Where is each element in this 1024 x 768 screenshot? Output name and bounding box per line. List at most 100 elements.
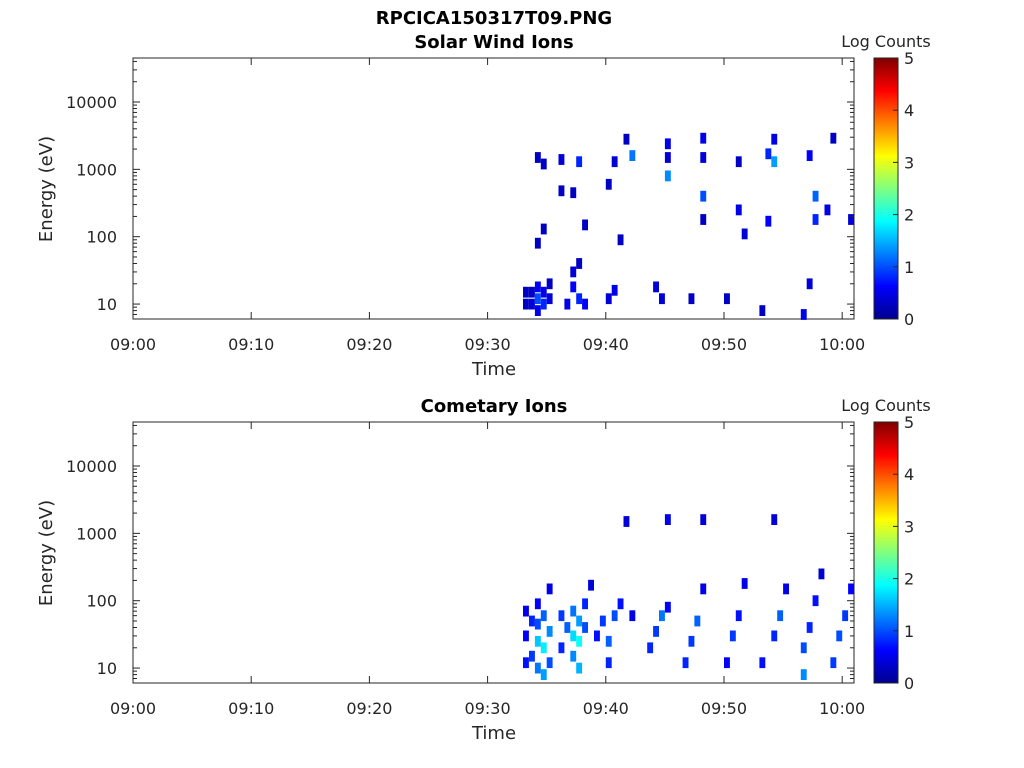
- heatmap-cell: [534, 662, 541, 674]
- heatmap-cell: [546, 278, 553, 290]
- heatmap-cell: [611, 156, 618, 168]
- heatmap-cell: [534, 305, 541, 316]
- heatmap-cell: [558, 642, 565, 654]
- x-tick-label: 09:00: [110, 699, 156, 718]
- heatmap-cell: [582, 298, 588, 310]
- x-axis-label-solar-wind: Time: [471, 359, 516, 380]
- heatmap-cell: [546, 657, 553, 669]
- x-tick-label: 09:30: [465, 699, 511, 718]
- heatmap-cell: [741, 578, 748, 589]
- heatmap-cell: [534, 598, 541, 610]
- heatmap-cell: [741, 228, 748, 240]
- colorbar-tick-label: 5: [904, 49, 914, 68]
- heatmap-cell: [800, 642, 807, 654]
- heatmap-cells-cometary: [523, 514, 854, 680]
- colorbar-tick-label: 1: [904, 622, 914, 641]
- y-tick-label: 10: [97, 659, 117, 678]
- heatmap-cell: [700, 132, 707, 144]
- heatmap-cell: [783, 583, 789, 595]
- heatmap-cell: [700, 583, 707, 595]
- heatmap-cell: [812, 595, 819, 607]
- heatmap-cell: [806, 150, 813, 161]
- heatmap-cell: [540, 286, 547, 298]
- colorbar-tick-label: 3: [904, 153, 914, 172]
- heatmap-cell: [534, 152, 541, 163]
- heatmap-cell: [576, 293, 583, 305]
- heatmap-cell: [664, 601, 671, 613]
- panel-title-cometary: Cometary Ions: [421, 396, 568, 417]
- heatmap-cell: [534, 237, 541, 249]
- x-tick-label: 09:50: [701, 335, 747, 354]
- y-tick-label: 100: [86, 592, 117, 611]
- heatmap-cell: [617, 234, 624, 246]
- heatmap-cell: [623, 133, 630, 145]
- heatmap-cell: [558, 185, 565, 197]
- x-tick-label: 09:20: [346, 699, 392, 718]
- heatmap-cell: [830, 657, 837, 669]
- x-tick-label: 10:00: [819, 699, 865, 718]
- heatmap-cell: [700, 190, 707, 202]
- panel-solar-wind-ions: Solar Wind Ions 09:00 09:10 09:20 09:30 09:4…: [36, 32, 931, 380]
- heatmap-cell: [540, 669, 547, 680]
- heatmap-cell: [534, 293, 541, 305]
- heatmap-cell: [529, 650, 535, 662]
- y-axis-cometary: 10 100 1000 10000: [66, 424, 854, 684]
- heatmap-cell: [812, 190, 819, 202]
- heatmap-cell: [540, 610, 547, 622]
- heatmap-cell: [700, 214, 707, 225]
- heatmap-cell: [729, 630, 736, 642]
- colorbar-label-solar-wind: Log Counts: [841, 32, 931, 51]
- colorbar-tick-label: 3: [904, 517, 914, 536]
- y-tick-label: 10000: [66, 457, 117, 476]
- colorbar-tick-label: 0: [904, 310, 914, 329]
- figure-title: RPCICA150317T09.PNG: [376, 8, 612, 29]
- colorbar-tick-label: 4: [904, 101, 914, 120]
- colorbar-tick-label: 1: [904, 258, 914, 277]
- heatmap-cell: [664, 138, 671, 150]
- heatmap-cell: [546, 293, 553, 305]
- heatmap-cell: [700, 152, 707, 163]
- colorbar-ticks-solar-wind: 0 1 2 3 4 5: [893, 49, 914, 329]
- heatmap-cell: [523, 630, 529, 642]
- heatmap-cell: [771, 514, 778, 525]
- heatmap-cell: [540, 223, 547, 235]
- heatmap-cell: [688, 635, 695, 647]
- heatmap-cell: [611, 610, 618, 622]
- heatmap-cell: [529, 286, 535, 298]
- heatmap-cell: [629, 150, 636, 161]
- heatmap-cell: [653, 626, 659, 637]
- y-tick-label: 1000: [76, 524, 117, 543]
- heatmap-cell: [564, 622, 571, 633]
- heatmap-cell: [558, 154, 565, 165]
- heatmap-cells-solar-wind: [523, 132, 854, 320]
- heatmap-cell: [812, 214, 819, 225]
- heatmap-cell: [848, 583, 854, 595]
- x-axis-cometary: 09:00 09:10 09:20 09:30 09:40 09:50 10:00: [110, 422, 865, 718]
- heatmap-cell: [830, 132, 837, 144]
- heatmap-cell: [558, 610, 565, 622]
- x-tick-label: 09:30: [465, 335, 511, 354]
- heatmap-cell: [765, 148, 772, 160]
- heatmap-cell: [724, 657, 730, 669]
- colorbar-ticks-cometary: 0 1 2 3 4 5: [893, 413, 914, 693]
- heatmap-cell: [605, 635, 612, 647]
- y-axis-solar-wind: 10 100 1000 10000: [66, 60, 854, 320]
- heatmap-cell: [771, 630, 778, 642]
- heatmap-cell: [523, 298, 529, 310]
- heatmap-cell: [576, 662, 583, 674]
- plot-area-solar-wind: [132, 57, 855, 320]
- y-tick-label: 100: [86, 228, 117, 247]
- heatmap-cell: [529, 298, 535, 310]
- colorbar-tick-label: 2: [904, 206, 914, 225]
- y-tick-label: 10000: [66, 93, 117, 112]
- heatmap-cell: [629, 610, 636, 622]
- heatmap-cell: [588, 579, 594, 591]
- heatmap-cell: [599, 615, 606, 627]
- heatmap-cell: [546, 583, 553, 595]
- y-axis-label-cometary: Energy (eV): [36, 500, 57, 606]
- heatmap-cell: [818, 568, 825, 580]
- x-tick-label: 09:40: [583, 699, 629, 718]
- colorbar-tick-label: 5: [904, 413, 914, 432]
- heatmap-cell: [594, 630, 600, 642]
